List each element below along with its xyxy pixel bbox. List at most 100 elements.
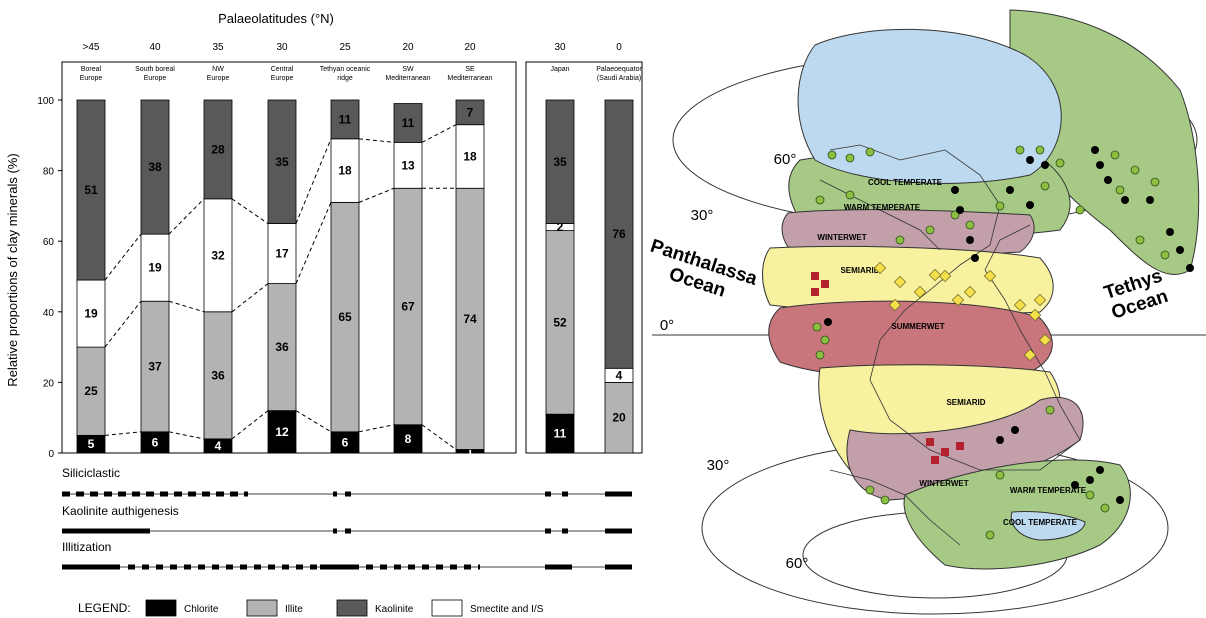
site-marker-black <box>1096 466 1104 474</box>
site-marker-black <box>1146 196 1154 204</box>
boundary-dash <box>358 138 395 143</box>
legend-label: Smectite and I/S <box>470 604 544 615</box>
bar-segment-illite <box>76 346 106 436</box>
legend-swatch <box>336 599 368 617</box>
y-tick-label: 40 <box>43 308 55 319</box>
category-label: NW <box>212 66 224 73</box>
category-label: Europe <box>80 75 103 82</box>
site-marker-yellow <box>983 269 997 283</box>
site-marker-green <box>820 335 830 345</box>
bar-segment-kaolinite <box>330 99 360 140</box>
site-marker-green <box>1100 503 1110 513</box>
y-tick-label: 20 <box>43 378 55 389</box>
site-marker-black <box>956 206 964 214</box>
bar-value-label: 51 <box>84 183 98 197</box>
bar-value-label: 11 <box>339 112 352 126</box>
y-tick-label: 100 <box>37 96 54 107</box>
site-marker-yellow <box>913 285 927 299</box>
process-panel: Siliciclastic Kaolinite authigenesis Illit… <box>62 466 632 570</box>
boundary-dash <box>358 187 395 203</box>
site-marker-red <box>941 448 949 456</box>
ocean-text-tethys: TethysOcean <box>1102 266 1172 324</box>
site-marker-black <box>1166 228 1174 236</box>
boundary-dash <box>168 431 205 440</box>
y-tick-label: 60 <box>43 237 55 248</box>
site-marker-green <box>1085 490 1095 500</box>
bar-segment-illite <box>393 187 423 426</box>
bar-value-label: 67 <box>401 300 415 314</box>
site-marker-green <box>1150 177 1160 187</box>
legend-swatch <box>246 599 278 617</box>
zone-label-winterwet-north: WINTERWET <box>817 233 866 242</box>
site-marker-green <box>880 495 890 505</box>
bar-value-label: 19 <box>84 307 98 321</box>
y-axis: 0 20 40 60 80 100 <box>37 96 62 460</box>
process-label: Kaolinite authigenesis <box>62 504 179 518</box>
site-marker-green <box>845 153 855 163</box>
site-marker-green <box>1015 145 1025 155</box>
bar-segment-illite <box>203 311 233 440</box>
legend-prefix: LEGEND: <box>78 601 131 615</box>
bar-value-label: 13 <box>401 158 415 172</box>
site-marker-yellow <box>938 269 952 283</box>
bar-segment-smectite-and-i-s <box>76 279 106 348</box>
boundary-dash <box>231 410 269 440</box>
site-marker-green <box>1110 150 1120 160</box>
site-marker-green <box>985 530 995 540</box>
site-marker-yellow <box>1038 333 1052 347</box>
site-marker-red <box>956 442 964 450</box>
latitude-label-0: 0° <box>660 317 674 334</box>
ocean-label-tethys: TethysOcean <box>1102 266 1172 324</box>
bar-segment-chlorite <box>545 413 575 454</box>
site-marker-green <box>1130 165 1140 175</box>
boundary-dash <box>421 424 457 450</box>
boundary-dash <box>295 410 332 433</box>
bar-segment-illite <box>545 230 575 415</box>
category-label: South boreal <box>135 66 175 73</box>
latitude-tick-label: 30 <box>554 42 566 53</box>
bar-value-label: 65 <box>338 310 352 324</box>
site-marker-red <box>821 280 829 288</box>
zone-label-summerwet: SUMMERWET <box>891 322 944 331</box>
legend-label: Kaolinite <box>375 604 414 615</box>
bar-segment-chlorite <box>267 410 297 454</box>
boundary-dash <box>104 431 142 436</box>
latitude-tick-label: 20 <box>402 42 414 53</box>
zone-cool-temperate-south <box>1010 511 1086 541</box>
site-marker-green <box>895 235 905 245</box>
zone-cool-temperate-north <box>797 28 1062 184</box>
bar-segment-illite <box>267 283 297 412</box>
continent-outline <box>829 144 1081 471</box>
bar-value-label: 35 <box>275 155 289 169</box>
site-marker-yellow <box>1028 308 1042 322</box>
category-label: (Saudi Arabia) <box>597 75 641 82</box>
site-marker-green <box>950 210 960 220</box>
site-marker-black <box>1096 161 1104 169</box>
bar-value-label: 11 <box>554 427 567 441</box>
y-tick-label: 0 <box>48 449 54 460</box>
site-marker-black <box>951 186 959 194</box>
zone-label-winterwet-south: WINTERWET <box>919 479 968 488</box>
boundary-dash <box>168 198 205 235</box>
latitude-tick-label: 25 <box>339 42 351 53</box>
bar-segment-kaolinite <box>140 99 170 235</box>
bar-segment-chlorite <box>393 424 423 454</box>
site-marker-black <box>1086 476 1094 484</box>
latitude-label-30s: 30° <box>707 457 730 474</box>
bar-value-label: 8 <box>405 432 412 446</box>
site-marker-green <box>965 220 975 230</box>
category-label: Mediterranean <box>385 75 430 82</box>
continent-outline-2 <box>819 179 941 251</box>
bar-segment-kaolinite <box>455 99 485 126</box>
latitude-tick-label: 40 <box>149 42 161 53</box>
continent-outline-3 <box>829 469 961 546</box>
latitude-tick-label: 35 <box>212 42 224 53</box>
bar-value-label: 37 <box>148 360 162 374</box>
site-marker-yellow <box>1013 298 1027 312</box>
boundary-dash <box>104 233 142 281</box>
site-marker-black <box>1026 201 1034 209</box>
legend-label: Chlorite <box>184 604 219 615</box>
latitude-tick-label: >45 <box>83 42 100 53</box>
bar-value-label: 5 <box>88 437 95 451</box>
